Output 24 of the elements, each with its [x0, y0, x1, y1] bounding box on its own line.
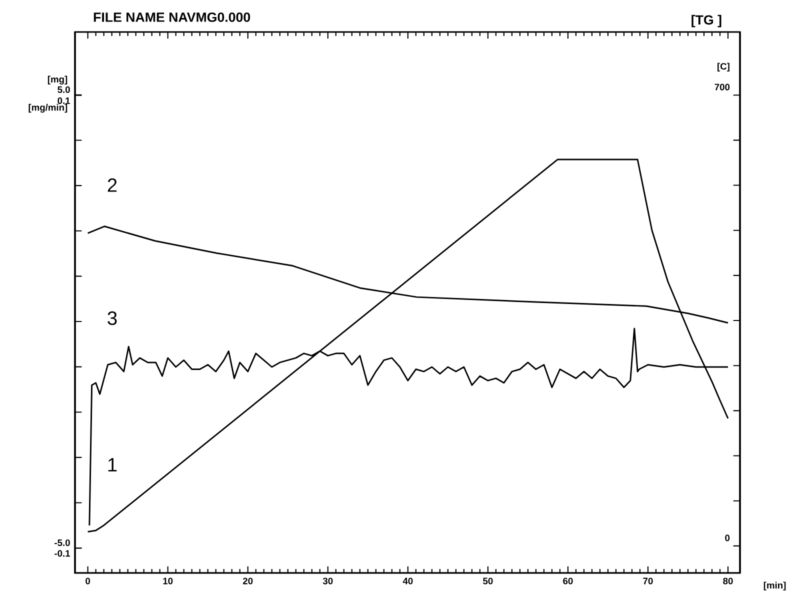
y3-tick-label: -0.1 [54, 550, 70, 557]
x-tick-label: 0 [86, 578, 90, 584]
x-tick-label: 40 [402, 578, 413, 584]
y2-tick-label: 700 [714, 84, 730, 90]
y-axis-title: [mg] [48, 76, 68, 85]
x-tick-label: 50 [483, 578, 493, 584]
annotation: 2 [108, 178, 117, 192]
annotation: 3 [108, 311, 117, 325]
y2-tick-label: 0 [725, 534, 730, 542]
x-axis-title: [min] [764, 582, 786, 590]
y2-axis-title: [C] [718, 62, 730, 72]
annotation: 1 [108, 458, 117, 472]
x-tick-label: 10 [163, 578, 173, 584]
x-tick-label: 70 [643, 578, 653, 584]
y3-tick-label: 0.1 [58, 97, 70, 104]
y3-axis-title: [mg/min] [28, 104, 68, 113]
x-tick-label: 30 [322, 578, 333, 584]
chart-title: FILE NAME NAVMG0.000 [94, 12, 250, 22]
text: [TG ] [692, 14, 722, 28]
x-tick-label: 80 [723, 578, 733, 584]
y-tick-label: 5.0 [58, 86, 70, 93]
x-tick-label: 60 [563, 578, 573, 584]
y-tick-label: -5.0 [54, 539, 70, 546]
x-tick-label: 20 [242, 578, 253, 584]
